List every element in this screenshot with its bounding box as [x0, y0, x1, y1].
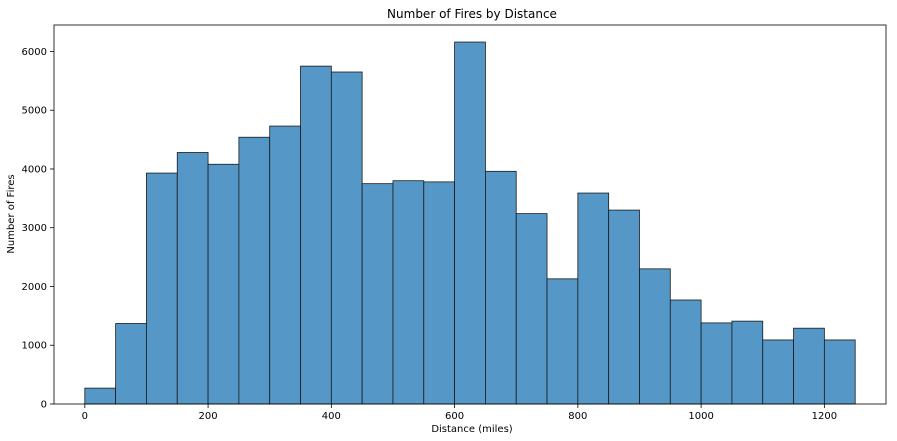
y-tick-label: 1000: [22, 341, 47, 352]
x-axis-label: Distance (miles): [431, 424, 512, 435]
histogram-bar: [392, 180, 425, 405]
histogram-bar: [330, 71, 363, 405]
histogram-bar: [546, 278, 579, 405]
histogram-bar: [84, 387, 117, 405]
histogram-bar: [762, 339, 794, 405]
x-tick-label: 600: [445, 411, 464, 422]
y-tick-label: 5000: [22, 106, 47, 117]
bars-group: [84, 41, 856, 405]
y-axis-ticks: 0 1000 2000 3000 4000 5000 6000: [22, 47, 54, 411]
y-axis-label: Number of Fires: [6, 174, 17, 253]
x-tick-label: 800: [568, 411, 587, 422]
histogram-bar: [485, 170, 517, 405]
y-tick-label: 6000: [22, 47, 47, 58]
y-tick-label: 4000: [22, 164, 47, 175]
x-tick-label: 200: [199, 411, 218, 422]
plot-frame: [53, 24, 887, 405]
y-tick-label: 3000: [22, 223, 47, 234]
histogram-bar: [669, 299, 702, 405]
histogram-bar: [115, 323, 147, 405]
histogram-bar: [823, 339, 856, 405]
x-tick-label: 1200: [812, 411, 837, 422]
histogram-bar: [207, 163, 240, 405]
histogram-bar: [361, 183, 394, 405]
histogram-bar: [238, 136, 271, 405]
x-tick-label: 0: [82, 411, 88, 422]
histogram-bar: [423, 181, 455, 405]
histogram-bar: [731, 320, 764, 405]
histogram-bar: [577, 192, 610, 405]
histogram-bar: [300, 65, 332, 405]
x-axis-ticks: 0 200 400 600 800 1000 1200: [82, 404, 837, 422]
x-tick-label: 400: [322, 411, 341, 422]
histogram-bar: [269, 125, 301, 405]
histogram-bar: [639, 268, 671, 405]
x-tick-label: 1000: [688, 411, 713, 422]
histogram-bar: [176, 152, 209, 405]
chart-title: Number of Fires by Distance: [387, 7, 557, 21]
y-tick-label: 2000: [22, 282, 47, 293]
histogram-bar: [515, 213, 548, 405]
histogram-bar: [793, 327, 825, 405]
histogram-bar: [608, 209, 640, 405]
y-tick-label: 0: [41, 400, 47, 411]
histogram-bar: [454, 41, 486, 405]
histogram-bar: [700, 322, 733, 405]
histogram-bar: [146, 172, 178, 405]
